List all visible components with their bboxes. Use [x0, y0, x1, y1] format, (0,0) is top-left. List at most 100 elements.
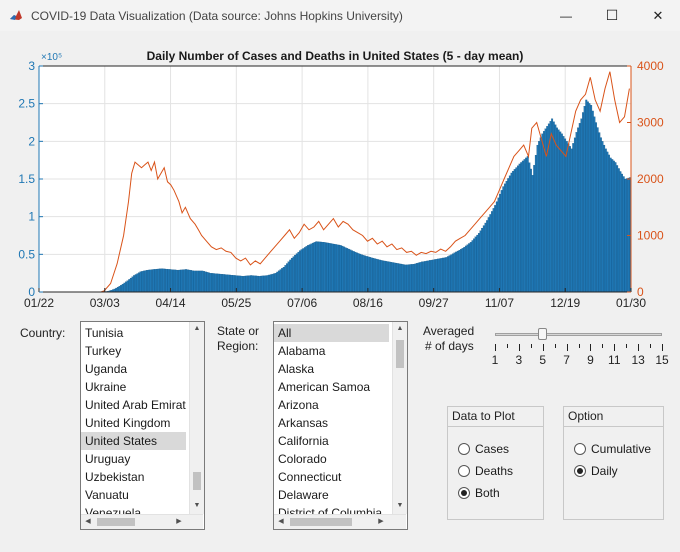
list-item[interactable]: Arkansas	[278, 416, 329, 430]
cases-bar	[318, 241, 321, 293]
scroll-down-arrow-icon[interactable]: ▼	[396, 502, 404, 509]
radio-button-icon[interactable]	[458, 487, 470, 499]
cases-bar	[266, 275, 269, 293]
cases-bar	[115, 287, 118, 293]
list-item[interactable]: Turkey	[85, 344, 122, 358]
cases-bar	[479, 230, 482, 293]
cases-bar	[300, 249, 303, 293]
list-item[interactable]: Tunisia	[85, 326, 124, 340]
cases-bar	[461, 248, 464, 293]
cases-bar	[302, 248, 305, 293]
radio-button-icon[interactable]	[574, 465, 586, 477]
chart-title: Daily Number of Cases and Deaths in Unit…	[147, 49, 524, 63]
cases-bar	[419, 262, 422, 293]
list-item[interactable]: Colorado	[278, 452, 327, 466]
cases-bar	[181, 269, 184, 293]
list-item[interactable]: Uzbekistan	[85, 470, 145, 484]
cases-bar	[427, 260, 430, 293]
cases-bar	[386, 261, 389, 293]
cases-bar	[495, 201, 498, 293]
cases-bar	[292, 256, 295, 293]
cases-bar	[481, 227, 484, 293]
scroll-thumb[interactable]	[97, 518, 135, 526]
scroll-thumb[interactable]	[290, 518, 352, 526]
scroll-up-arrow-icon[interactable]: ▲	[396, 325, 404, 332]
scroll-thumb[interactable]	[396, 340, 404, 368]
days-slider-track[interactable]	[495, 333, 662, 336]
country-horizontal-scrollbar[interactable]: ◀ ▶	[81, 514, 203, 529]
cases-bar	[146, 270, 149, 293]
list-item[interactable]: United Kingdom	[85, 416, 171, 430]
cases-bar	[486, 220, 489, 293]
radio-deaths[interactable]: Deaths	[458, 463, 513, 479]
list-item[interactable]: Alaska	[278, 362, 315, 376]
cases-bar	[603, 144, 606, 293]
list-item[interactable]: California	[278, 434, 329, 448]
radio-button-icon[interactable]	[458, 465, 470, 477]
radio-button-icon[interactable]	[458, 443, 470, 455]
list-item[interactable]: American Samoa	[278, 380, 371, 394]
list-item[interactable]: Connecticut	[278, 470, 342, 484]
cases-bar	[557, 129, 560, 293]
window-title: COVID-19 Data Visualization (Data source…	[31, 9, 403, 23]
list-item[interactable]: Uganda	[85, 362, 128, 376]
scroll-up-arrow-icon[interactable]: ▲	[193, 325, 201, 332]
scroll-left-arrow-icon[interactable]: ◀	[85, 518, 91, 525]
cases-bar	[123, 282, 126, 293]
scroll-right-arrow-icon[interactable]: ▶	[378, 518, 384, 525]
minimize-button[interactable]: —	[543, 0, 589, 31]
close-button[interactable]: ✕	[635, 0, 680, 31]
days-slider-thumb[interactable]	[538, 328, 548, 340]
left-tick-label: 1.5	[18, 172, 35, 186]
cases-bar	[316, 241, 319, 293]
radio-button-icon[interactable]	[574, 443, 586, 455]
cases-bar	[372, 257, 375, 293]
radio-cases[interactable]: Cases	[458, 441, 509, 457]
radio-daily[interactable]: Daily	[574, 463, 618, 479]
list-item[interactable]: Ukraine	[85, 380, 127, 394]
data-to-plot-title: Data to Plot	[452, 409, 515, 423]
cases-bar	[344, 247, 347, 293]
cases-bar	[377, 259, 380, 293]
cases-bar	[523, 159, 526, 293]
state-horizontal-scrollbar[interactable]: ◀ ▶	[274, 514, 406, 529]
list-item[interactable]: Delaware	[278, 488, 329, 502]
cases-bar	[232, 275, 235, 293]
state-listbox[interactable]: District of Columbia Delaware Connecticut C…	[273, 321, 408, 530]
cases-bar	[268, 274, 271, 293]
list-item[interactable]: United States	[81, 432, 186, 450]
list-item[interactable]: Alabama	[278, 344, 326, 358]
country-vertical-scrollbar[interactable]: ▲ ▼	[189, 322, 204, 514]
radio-both[interactable]: Both	[458, 485, 500, 501]
cases-bar	[373, 258, 376, 293]
cases-bar	[435, 259, 438, 293]
cases-bar	[248, 275, 251, 293]
scroll-down-arrow-icon[interactable]: ▼	[193, 502, 201, 509]
slider-tick	[590, 344, 592, 351]
cases-bar	[502, 186, 505, 293]
cases-bar	[121, 283, 124, 293]
list-item[interactable]: Uruguay	[85, 452, 131, 466]
radio-cumulative[interactable]: Cumulative	[574, 441, 651, 457]
list-item[interactable]: All	[274, 324, 389, 342]
country-listbox[interactable]: Venezuela Vanuatu Uzbekistan Uruguay United …	[80, 321, 205, 530]
scroll-right-arrow-icon[interactable]: ▶	[176, 518, 182, 525]
cases-bar	[370, 257, 373, 293]
state-vertical-scrollbar[interactable]: ▲ ▼	[392, 322, 407, 514]
cases-bar	[264, 275, 267, 293]
averaged-label-line1: Averaged	[423, 324, 475, 338]
scroll-left-arrow-icon[interactable]: ◀	[278, 518, 284, 525]
maximize-button[interactable]: ☐	[589, 0, 635, 31]
scroll-thumb[interactable]	[193, 472, 201, 490]
list-item[interactable]: United Arab Emirat	[85, 398, 186, 412]
slider-tick	[662, 344, 663, 351]
list-item[interactable]: Vanuatu	[85, 488, 129, 502]
cases-bar	[569, 146, 571, 293]
cases-bar	[497, 197, 500, 293]
list-item[interactable]: Arizona	[278, 398, 319, 412]
right-tick-label: 2000	[637, 172, 664, 186]
cases-bar	[263, 275, 266, 293]
app-content: 01/22 03/03 04/14 05/25 07/06 08/16 09/27 11/07…	[0, 31, 680, 552]
cases-bar	[559, 131, 562, 293]
cases-bar	[359, 253, 362, 293]
